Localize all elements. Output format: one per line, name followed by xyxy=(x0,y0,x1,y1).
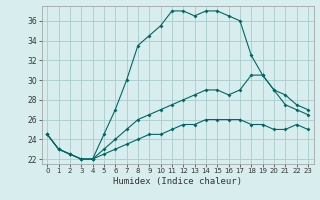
X-axis label: Humidex (Indice chaleur): Humidex (Indice chaleur) xyxy=(113,177,242,186)
